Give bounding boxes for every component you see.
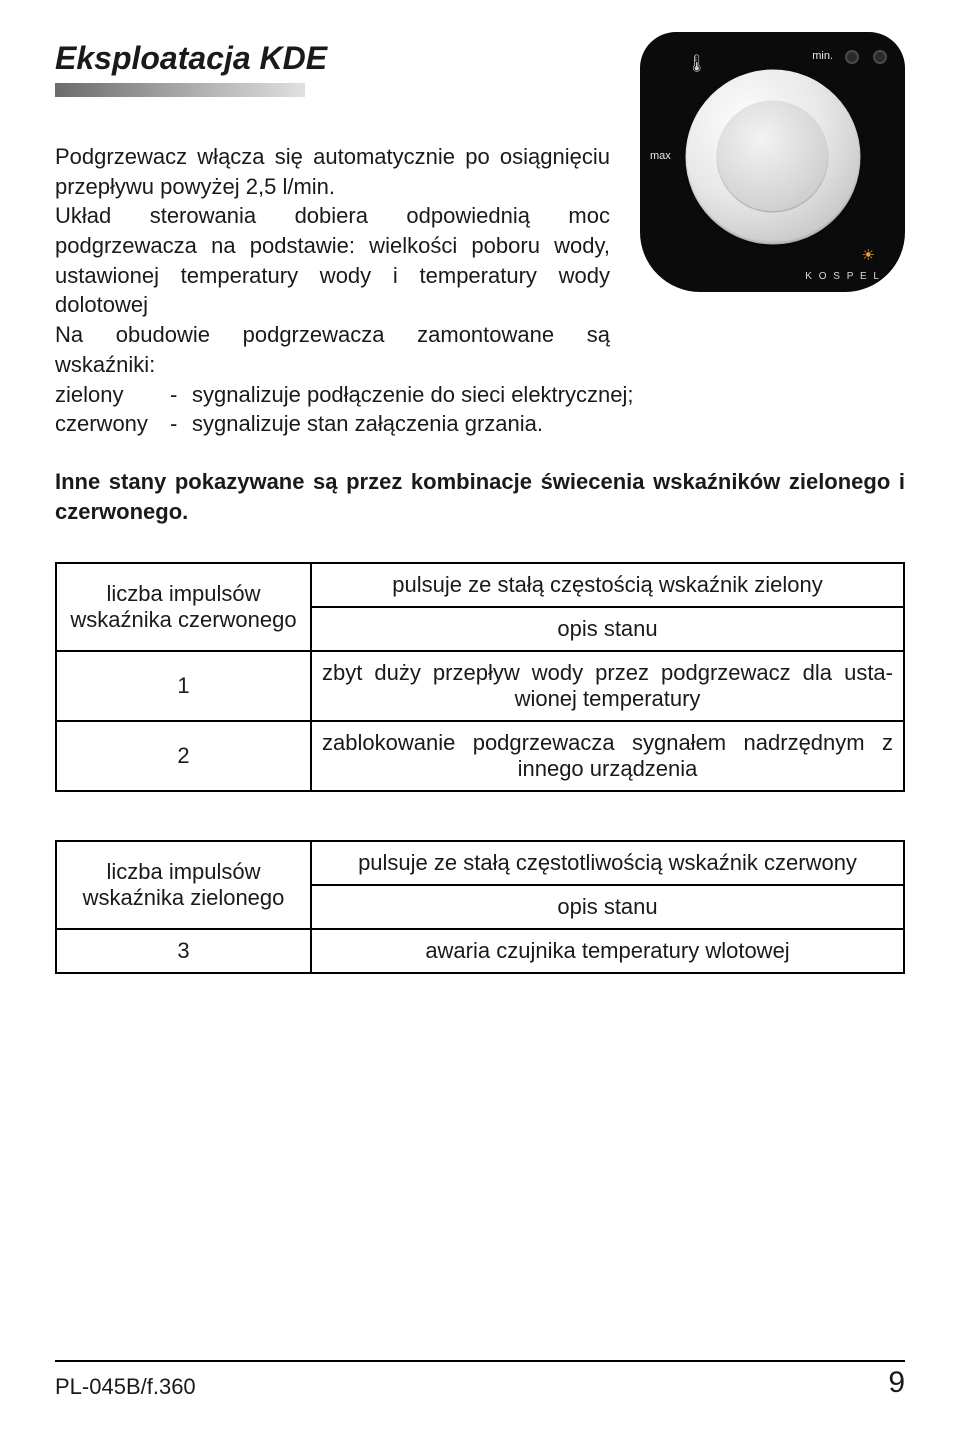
led-indicator-icon [845,50,859,64]
page-title: Eksploatacja KDE [55,40,610,77]
table1-right-header-top: pulsuje ze stałą częstością wskaźnik zie… [311,563,904,607]
footer-divider [55,1360,905,1362]
table1-row-num: 1 [56,651,311,721]
table1-row-num: 2 [56,721,311,791]
table2-row-num: 3 [56,929,311,973]
dash: - [170,380,192,410]
indicator-name: zielony [55,380,170,410]
page-number: 9 [888,1366,905,1400]
header-row: Eksploatacja KDE Podgrzewacz włącza się … [55,40,905,380]
thermometer-icon: 🌡 [686,54,708,74]
dial-knob [685,69,860,244]
table2-row-desc: awaria czujnika temperatury wlotowej [311,929,904,973]
dash: - [170,409,192,439]
status-table-1: liczba impulsów wskaźnika czerwo­nego pu… [55,562,905,792]
title-bar [55,83,305,97]
indicator-desc: sygnalizuje stan załączenia grzania. [192,409,905,439]
intro-paragraph-3: Na obudowie podgrzewacza zamontowane są … [55,320,610,379]
combinations-paragraph: Inne stany pokazywane są przez kombinacj… [55,467,905,526]
table2-right-header-bottom: opis stanu [311,885,904,929]
table1-left-header: liczba impulsów wskaźnika czerwo­nego [56,563,311,651]
sun-icon: ☀ [862,246,875,264]
label-min: min. [812,50,833,62]
dial-knob-inner [717,101,829,213]
table2-right-header-top: pulsuje ze stałą częstotliwością wskaźni… [311,841,904,885]
header-left: Eksploatacja KDE Podgrzewacz włącza się … [55,40,640,380]
indicator-row-red: czerwony - sygnalizuje stan załączenia g… [55,409,905,439]
table1-right-header-bottom: opis stanu [311,607,904,651]
status-table-2: liczba impulsów wskaźnika zielonego puls… [55,840,905,974]
indicator-desc: sygnalizuje podłączenie do sieci elektry… [192,380,905,410]
table1-row-desc: zbyt duży przepływ wody przez podgrzewac… [311,651,904,721]
intro-paragraph-1: Podgrzewacz włącza się automatycznie po … [55,142,610,201]
indicator-name: czerwony [55,409,170,439]
led-indicator-icon [873,50,887,64]
indicator-row-green: zielony - sygnalizuje podłączenie do sie… [55,380,905,410]
page-footer: PL-045B/f.360 9 [55,1366,905,1400]
device-brand: K O S P E L [805,271,881,282]
table2-left-header: liczba impulsów wskaźnika zielonego [56,841,311,929]
device-photo: 🌡 min. max ☀ K O S P E L [640,32,905,292]
table1-row-desc: zablokowanie podgrzewacza sygnałem nadrz… [311,721,904,791]
label-max: max [650,150,671,162]
intro-paragraph-2: Układ sterowania dobiera odpowiednią moc… [55,201,610,320]
footer-reference: PL-045B/f.360 [55,1374,196,1400]
